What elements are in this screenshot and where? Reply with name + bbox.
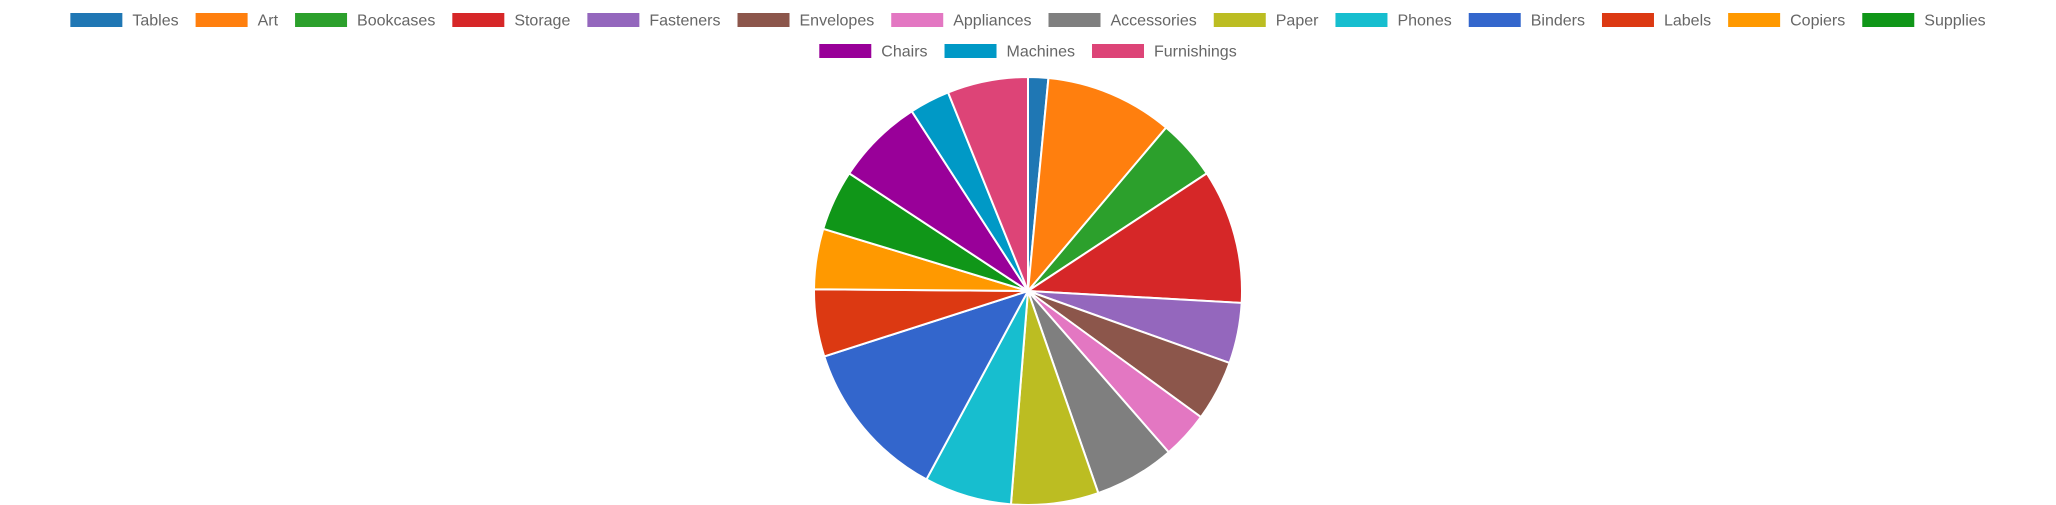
legend-label: Art [258,13,279,30]
legend-item-storage[interactable]: Storage [452,13,570,30]
legend-label: Copiers [1790,13,1845,30]
legend-label: Paper [1276,13,1319,30]
legend-item-bookcases[interactable]: Bookcases [295,13,435,30]
legend-swatch [1213,13,1266,27]
legend-item-phones[interactable]: Phones [1335,13,1452,30]
legend-swatch [1092,44,1145,58]
legend-label: Phones [1397,13,1451,30]
legend-swatch [587,13,640,27]
legend-swatch [737,13,790,27]
legend-item-supplies[interactable]: Supplies [1862,13,1986,30]
legend-swatch [452,13,505,27]
legend-item-accessories[interactable]: Accessories [1048,13,1197,30]
legend-item-copiers[interactable]: Copiers [1728,13,1845,30]
legend-label: Envelopes [800,13,875,30]
legend-label: Accessories [1111,13,1197,30]
legend-swatch [1601,13,1654,27]
legend-swatch [891,13,944,27]
legend-label: Appliances [953,13,1031,30]
legend-item-furnishings[interactable]: Furnishings [1092,44,1237,61]
legend-item-fasteners[interactable]: Fasteners [587,13,721,30]
legend-item-art[interactable]: Art [195,13,279,30]
legend-label: Furnishings [1154,44,1237,61]
legend-label: Bookcases [357,13,435,30]
legend-label: Chairs [881,44,927,61]
pie-slice-storage[interactable] [1024,171,1244,304]
pie-slices [812,75,1244,505]
legend-label: Machines [1007,44,1075,61]
legend-item-envelopes[interactable]: Envelopes [737,13,875,30]
legend-swatch [1335,13,1388,27]
legend-item-tables[interactable]: Tables [70,13,179,30]
legend-swatch [944,44,997,58]
pie-slice-art[interactable] [1026,76,1168,295]
legend-label: Tables [132,13,178,30]
pie-slice-furnishings[interactable] [946,75,1029,292]
legend-label: Labels [1664,13,1711,30]
legend-label: Binders [1531,13,1585,30]
legend-swatch [70,13,123,27]
legend: Tables Art Bookcases Storage Fasteners Envelo… [70,13,1986,61]
legend-item-chairs[interactable]: Chairs [819,44,928,61]
legend-item-machines[interactable]: Machines [944,44,1075,61]
legend-label: Fasteners [649,13,720,30]
legend-item-labels[interactable]: Labels [1601,13,1711,30]
legend-swatch [1728,13,1781,27]
legend-item-appliances[interactable]: Appliances [891,13,1032,30]
legend-item-binders[interactable]: Binders [1468,13,1585,30]
legend-label: Supplies [1924,13,1985,30]
legend-swatch [1862,13,1915,27]
legend-swatch [295,13,348,27]
pie-slice-binders[interactable] [823,289,1031,481]
legend-swatch [195,13,248,27]
legend-item-paper[interactable]: Paper [1213,13,1319,30]
legend-swatch [1468,13,1521,27]
legend-swatch [819,44,872,58]
legend-swatch [1048,13,1101,27]
legend-label: Storage [514,13,570,30]
